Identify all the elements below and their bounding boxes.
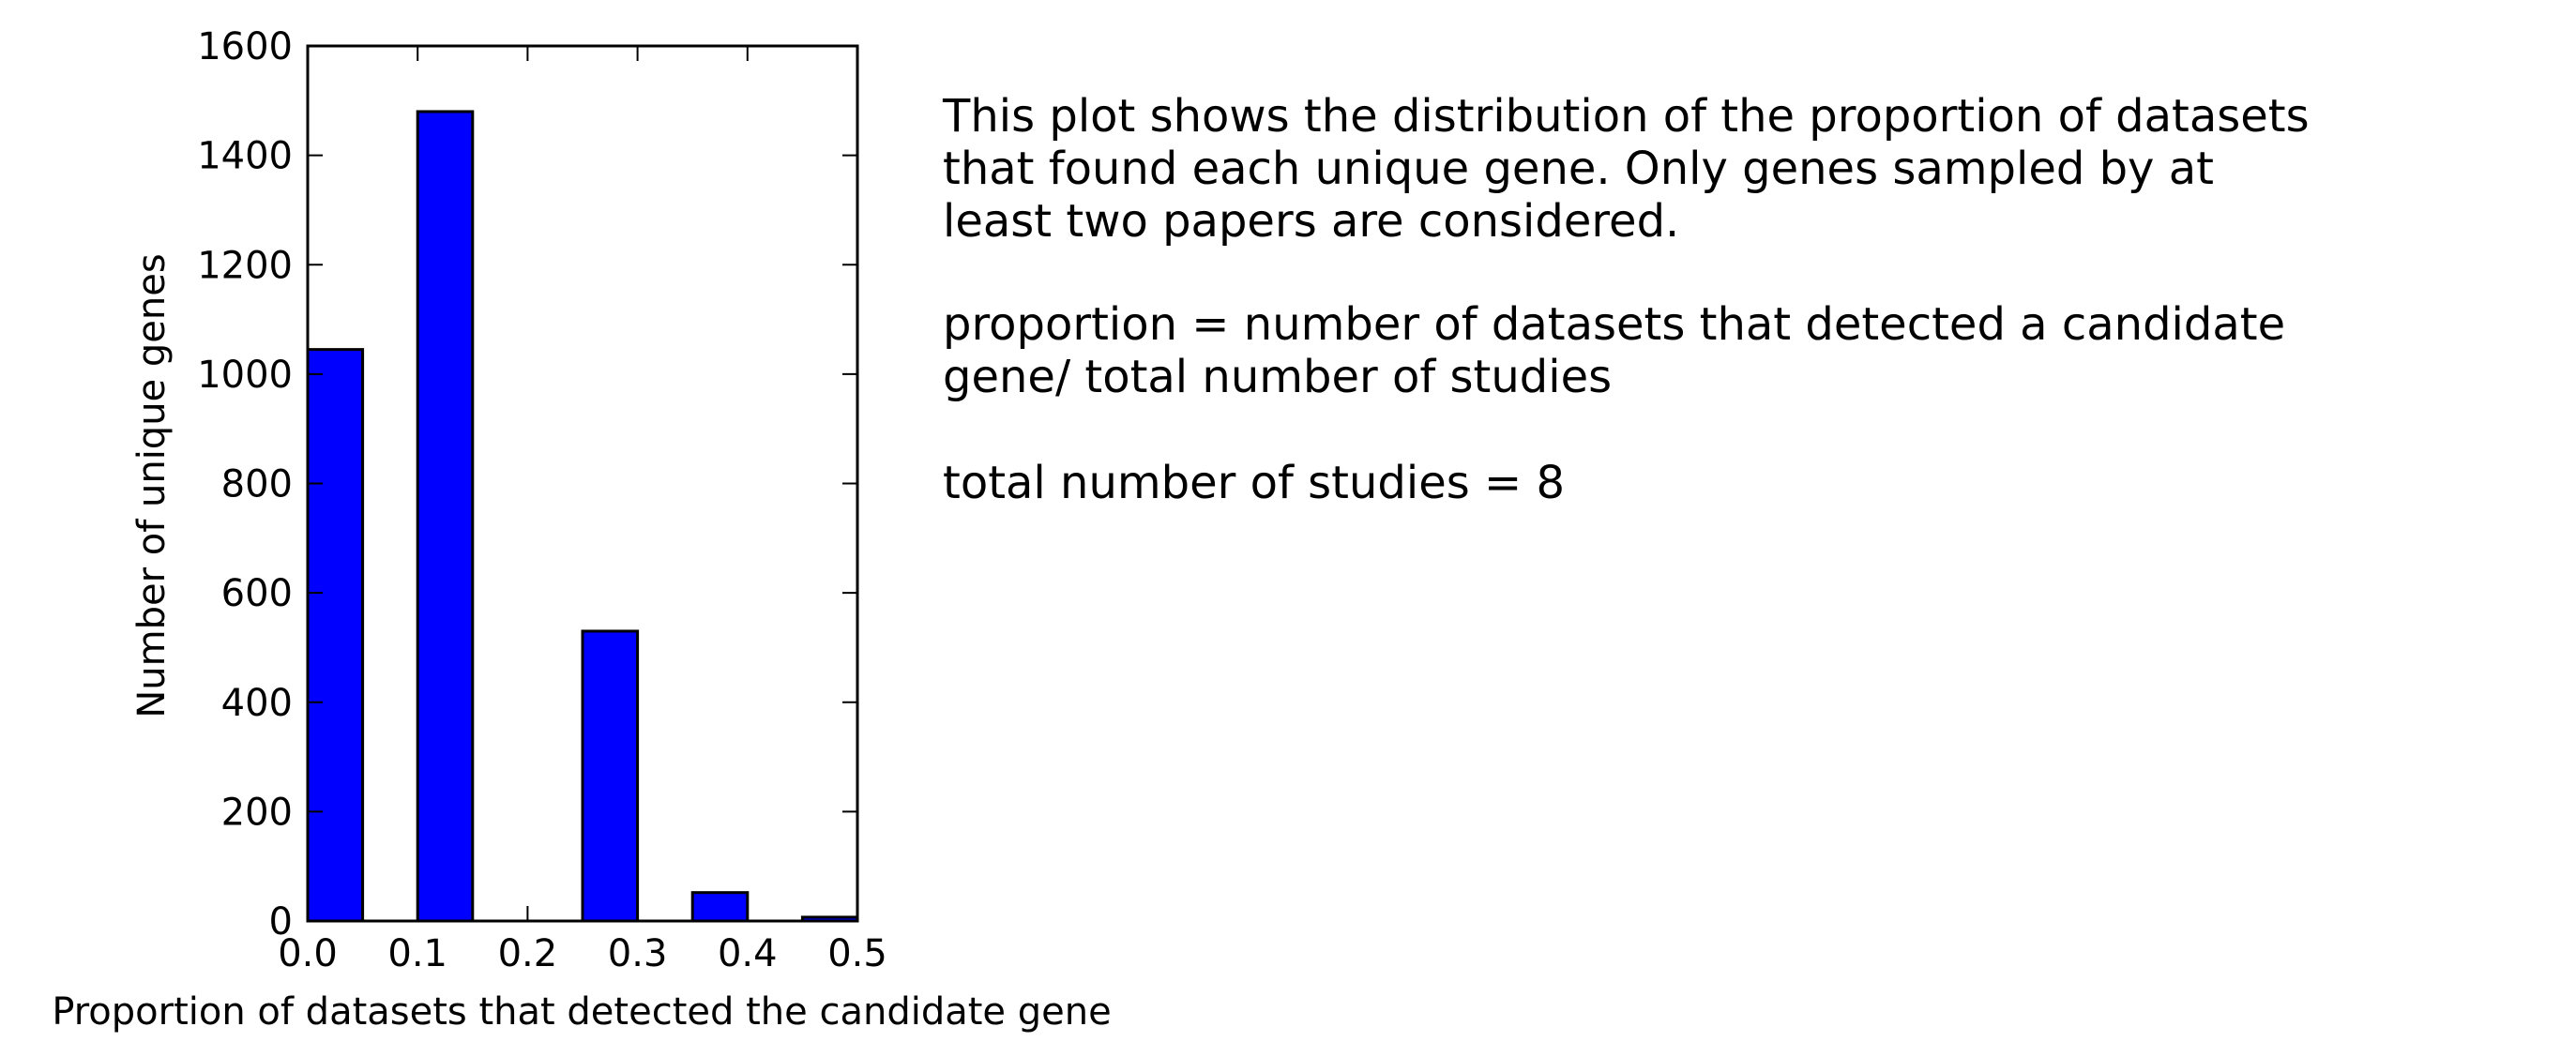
x-tick-label-3: 0.3 (608, 932, 668, 975)
y-tick-label-4: 800 (221, 463, 293, 506)
x-tick-label-2: 0.2 (498, 932, 558, 975)
y-tick-label-6: 1200 (197, 244, 293, 287)
bar-2 (581, 629, 640, 923)
y-tick-label-1: 200 (221, 791, 293, 834)
y-tick-label-0: 0 (269, 900, 293, 944)
annotation-formula: proportion = number of datasets that det… (943, 298, 2286, 403)
y-tick-label-2: 400 (221, 682, 293, 725)
y-tick-label-7: 1400 (197, 135, 293, 178)
x-tick-label-1: 0.1 (387, 932, 447, 975)
bar-0 (306, 348, 365, 923)
annotation-description: This plot shows the distribution of the … (943, 90, 2310, 248)
y-axis-label: Number of unique genes (130, 253, 174, 717)
bars-group (306, 110, 859, 923)
y-tick-label-8: 1600 (197, 25, 293, 68)
y-tick-label-3: 600 (221, 572, 293, 615)
x-tick-label-0: 0.0 (278, 932, 338, 975)
annotation-total: total number of studies = 8 (943, 457, 1565, 509)
ticks-group: 0.0 0.1 0.2 0.3 0.4 0.5 0 200 400 600 800 1000 1200 1… (197, 25, 887, 975)
annotation-formula-block: proportion = number of datasets that det… (943, 298, 2491, 403)
x-axis-label: Proportion of datasets that detected the… (52, 990, 1111, 1034)
bar-3 (690, 891, 750, 923)
bar-1 (416, 110, 475, 923)
annotation-total-block: total number of studies = 8 (943, 457, 2491, 509)
x-tick-label-4: 0.4 (718, 932, 778, 975)
annotation-block: This plot shows the distribution of the … (943, 90, 2491, 248)
plot-frame (306, 44, 859, 923)
x-tick-label-5: 0.5 (827, 932, 887, 975)
y-tick-label-5: 1000 (197, 354, 293, 397)
